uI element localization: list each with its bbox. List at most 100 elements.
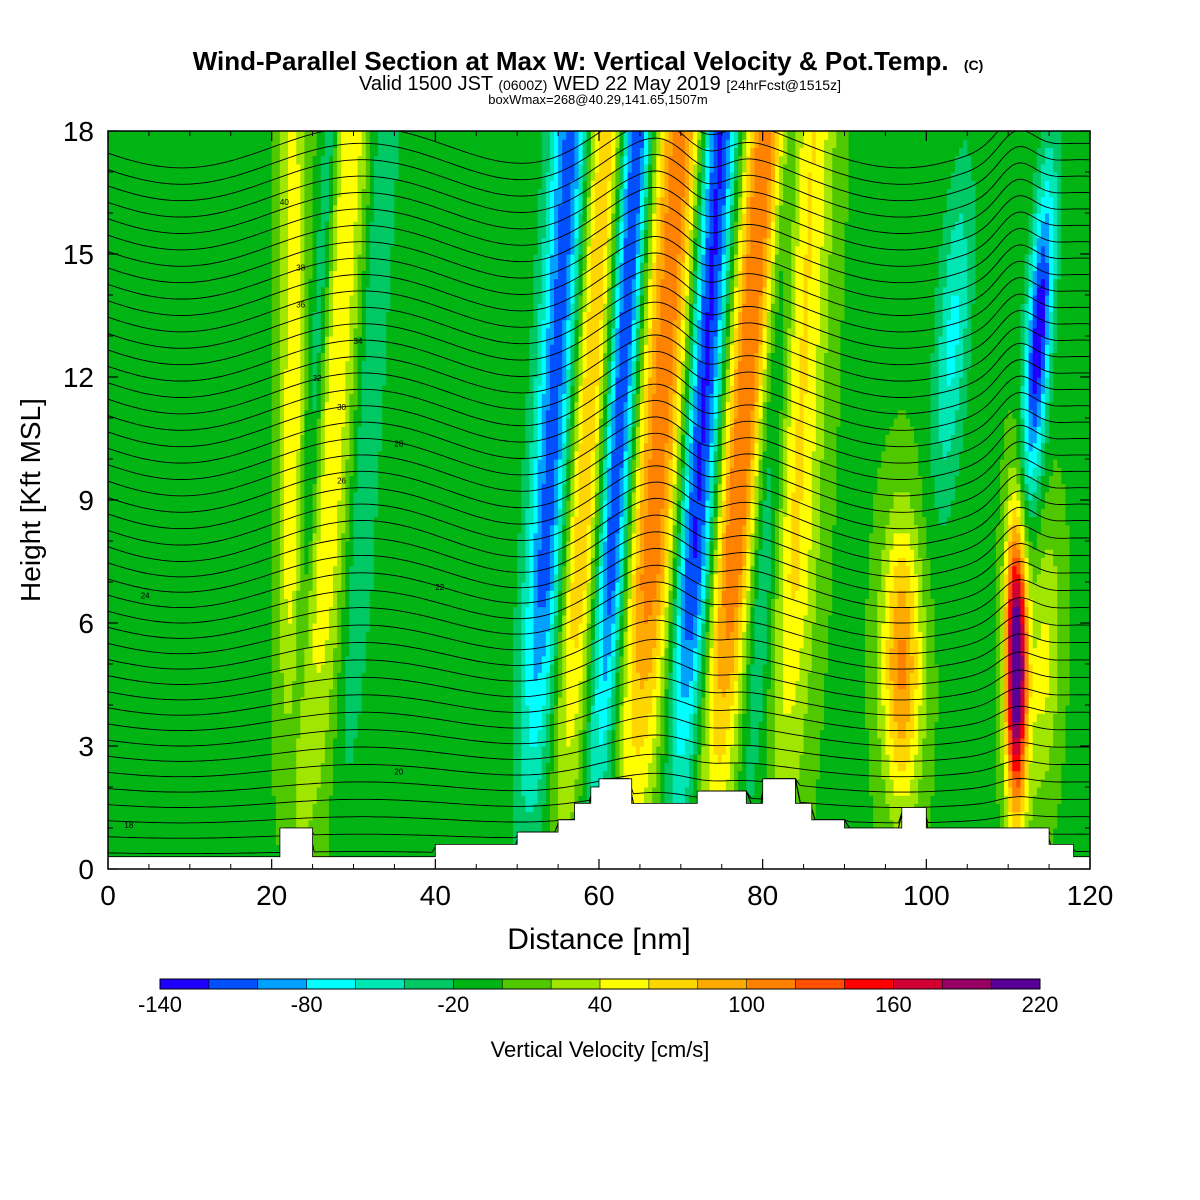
field-cell — [893, 631, 911, 640]
field-cell — [799, 754, 821, 763]
field-cell — [627, 500, 633, 509]
field-cell — [656, 680, 661, 690]
field-cell — [697, 516, 706, 526]
field-cell — [623, 491, 629, 501]
field-cell — [300, 721, 330, 731]
field-cell — [668, 639, 674, 649]
field-cell — [1016, 524, 1022, 534]
field-cell — [607, 336, 612, 345]
field-cell — [893, 737, 911, 747]
field-cell — [897, 672, 907, 681]
field-cell — [668, 754, 674, 763]
field-cell — [930, 418, 940, 427]
field-cell — [754, 623, 768, 632]
field-cell — [676, 516, 682, 526]
field-cell — [995, 746, 1001, 755]
field-cell — [271, 500, 281, 509]
field-cell — [1024, 664, 1030, 673]
field-cell — [1004, 590, 1009, 599]
field-cell — [930, 811, 1001, 821]
field-cell — [349, 524, 355, 534]
field-cell — [300, 557, 305, 567]
field-cell — [1016, 434, 1022, 444]
field-cell — [1028, 557, 1042, 567]
field-cell — [717, 557, 723, 567]
field-cell — [1008, 606, 1013, 616]
field-cell — [594, 418, 600, 427]
field-cell — [271, 737, 297, 747]
field-cell — [1020, 795, 1026, 804]
field-cell — [288, 327, 301, 337]
field-cell — [909, 541, 919, 550]
field-cell — [754, 426, 760, 435]
field-cell — [697, 737, 702, 747]
field-cell — [754, 557, 760, 567]
field-cell — [746, 524, 751, 534]
field-cell — [693, 721, 698, 731]
field-cell — [599, 541, 604, 550]
field-cell — [635, 557, 641, 567]
field-cell — [758, 377, 764, 386]
field-cell — [713, 352, 719, 362]
field-cell — [672, 705, 678, 714]
field-cell — [603, 344, 608, 353]
field-cell — [1008, 672, 1013, 681]
field-cell — [762, 409, 768, 419]
field-cell — [721, 598, 739, 608]
field-cell — [729, 426, 735, 435]
field-cell — [824, 385, 842, 394]
field-cell — [664, 762, 674, 772]
field-cell — [995, 549, 1005, 558]
field-cell — [693, 729, 698, 739]
field-cell — [766, 360, 772, 370]
field-cell — [607, 385, 612, 394]
field-cell — [586, 327, 600, 337]
field-cell — [1012, 565, 1017, 575]
field-cell — [1032, 442, 1042, 452]
field-cell — [1049, 672, 1058, 681]
field-cell — [558, 442, 563, 452]
field-cell — [521, 778, 539, 788]
field-cell — [954, 491, 1001, 501]
field-cell — [549, 606, 555, 616]
field-cell — [881, 680, 887, 690]
field-cell — [693, 631, 698, 640]
field-cell — [664, 647, 670, 657]
field-cell — [680, 532, 686, 542]
field-cell — [918, 655, 923, 665]
field-cell — [639, 327, 645, 337]
field-cell — [656, 377, 674, 386]
field-cell — [283, 483, 297, 493]
field-cell — [271, 508, 281, 517]
field-cell — [926, 623, 936, 632]
field-cell — [762, 385, 768, 394]
field-cell — [1069, 664, 1090, 673]
field-cell — [566, 409, 571, 419]
field-cell — [644, 336, 649, 345]
field-cell — [619, 360, 629, 370]
field-cell — [1032, 614, 1058, 624]
field-cell — [623, 713, 633, 722]
field-cell — [607, 672, 612, 681]
field-cell — [558, 672, 563, 681]
field-cell — [725, 614, 735, 624]
field-cell — [108, 377, 273, 386]
field-cell — [1028, 565, 1034, 575]
field-cell — [594, 614, 600, 624]
field-cell — [774, 655, 784, 665]
field-cell — [320, 409, 326, 419]
field-cell — [611, 721, 616, 731]
field-cell — [738, 573, 743, 583]
field-cell — [574, 385, 580, 394]
field-cell — [611, 442, 616, 452]
field-cell — [742, 557, 747, 567]
field-cell — [869, 754, 882, 763]
field-cell — [279, 524, 285, 534]
field-cell — [738, 721, 743, 731]
field-cell — [594, 491, 600, 501]
field-cell — [1028, 541, 1034, 550]
field-cell — [795, 787, 817, 796]
field-cell — [668, 426, 674, 435]
field-cell — [599, 582, 604, 591]
field-cell — [574, 491, 580, 501]
